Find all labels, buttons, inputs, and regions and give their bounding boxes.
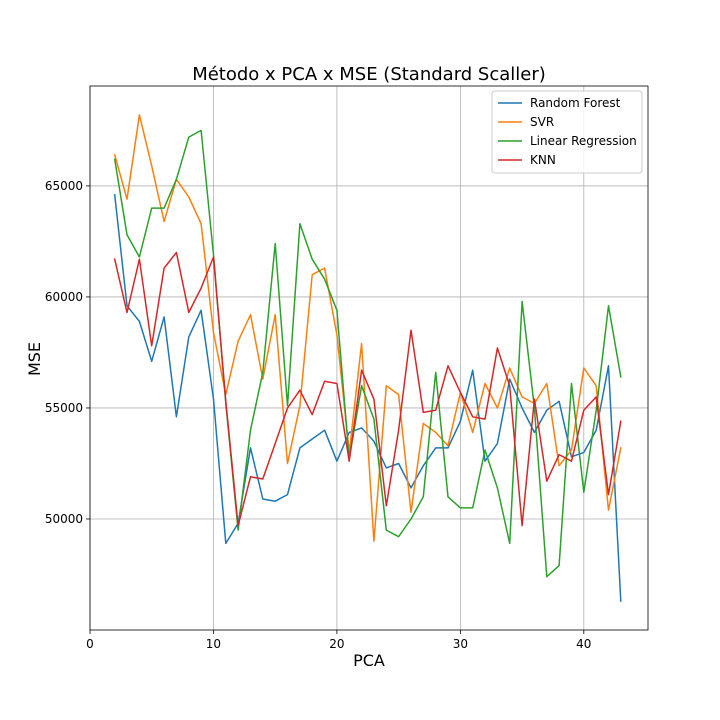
y-tick-label: 50000 [45, 512, 83, 526]
axes-frame [89, 85, 649, 631]
legend-box [491, 90, 643, 174]
legend-label-svr: SVR [530, 115, 554, 129]
axis-ticks: 0 10 20 30 40 50000 55000 60000 65000 [45, 179, 592, 651]
y-tick-label: 65000 [45, 179, 83, 193]
y-tick-label: 60000 [45, 290, 83, 304]
x-tick-label: 20 [329, 637, 344, 651]
y-tick-label: 55000 [45, 401, 83, 415]
series-line-svr [113, 114, 622, 542]
legend: Random Forest SVR Linear Regression KNN [491, 90, 643, 174]
x-tick-label: 30 [453, 637, 468, 651]
y-axis-label: MSE [25, 342, 44, 376]
x-tick-label: 0 [86, 637, 94, 651]
series-line-knn [113, 251, 622, 527]
legend-label-knn: KNN [530, 153, 556, 167]
legend-label-random-forest: Random Forest [530, 96, 621, 110]
plot-series [113, 114, 622, 602]
series-line-linear-regression [113, 129, 622, 578]
x-axis-label: PCA [353, 651, 385, 670]
x-tick-label: 10 [206, 637, 221, 651]
chart-title: Método x PCA x MSE (Standard Scaller) [192, 64, 546, 85]
legend-label-linear-regression: Linear Regression [530, 134, 637, 148]
x-tick-label: 40 [576, 637, 591, 651]
